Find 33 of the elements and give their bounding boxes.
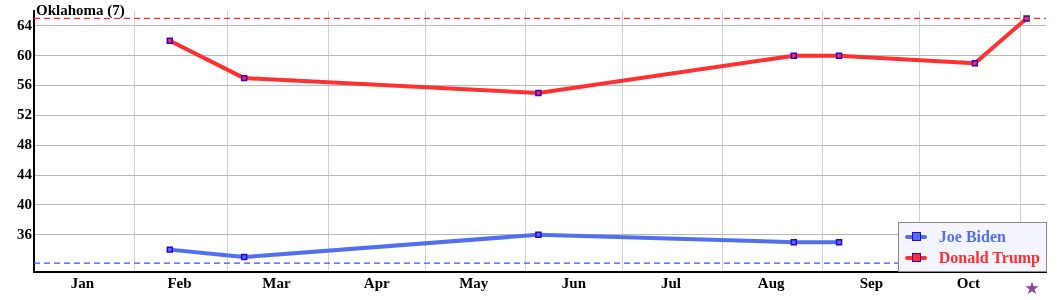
- x-tick-label: Sep: [859, 274, 884, 291]
- y-tick-label: 40: [17, 195, 32, 212]
- x-tick-label: May: [459, 274, 489, 291]
- x-tick-label: Mar: [262, 274, 291, 291]
- point: [240, 253, 248, 261]
- chart-title: Oklahoma (7): [36, 2, 125, 19]
- legend-label: Donald Trump: [938, 248, 1040, 267]
- point: [835, 238, 843, 246]
- y-tick-label: 48: [17, 136, 32, 153]
- x-tick-label: Apr: [363, 274, 390, 291]
- y-tick-label: 36: [17, 225, 33, 242]
- point: [971, 59, 979, 67]
- x-tick-label: Oct: [956, 274, 981, 291]
- x-tick-label: Jun: [561, 274, 587, 291]
- point: [790, 52, 798, 59]
- point: [535, 231, 542, 238]
- point: [166, 246, 174, 253]
- point: [535, 89, 542, 97]
- y-tick-label: 44: [17, 165, 33, 182]
- legend-label: Joe Biden: [938, 227, 1006, 246]
- x-tick-label: Aug: [757, 274, 786, 291]
- y-tick-label: 60: [17, 46, 32, 63]
- point: [240, 74, 248, 82]
- point: [835, 52, 843, 59]
- y-tick-label: 64: [17, 16, 33, 33]
- point: [166, 37, 174, 45]
- x-tick-label: Jan: [70, 274, 95, 291]
- y-tick-label: 52: [17, 106, 32, 123]
- x-tick-label: Jul: [660, 274, 681, 291]
- x-tick-label: Feb: [167, 274, 192, 291]
- point: [790, 238, 798, 246]
- y-tick-label: 56: [17, 76, 33, 93]
- point: [1023, 15, 1030, 22]
